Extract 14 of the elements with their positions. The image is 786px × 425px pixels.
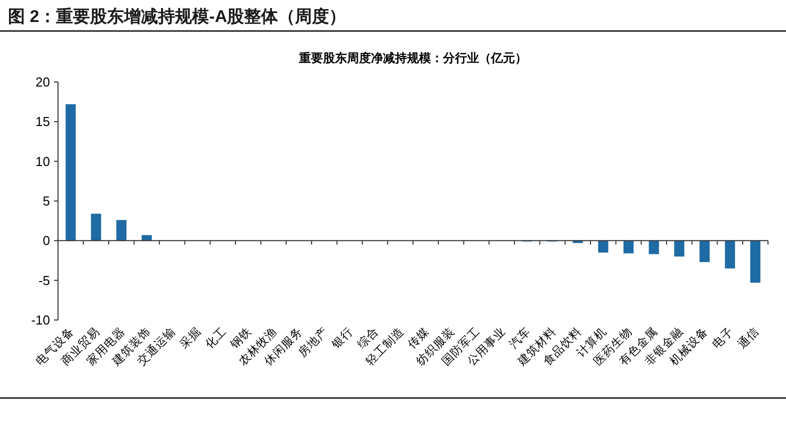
y-tick-label: 5 bbox=[42, 194, 50, 209]
y-tick-label: 20 bbox=[36, 74, 50, 90]
y-tick-label: -10 bbox=[31, 312, 50, 328]
x-tick-label: 化工 bbox=[202, 324, 229, 352]
y-tick-label: -5 bbox=[38, 272, 50, 288]
y-tick-label: 0 bbox=[42, 233, 50, 248]
y-tick-label: 10 bbox=[36, 154, 50, 169]
chart-title: 图 2：重要股东增减持规模-A股整体（周度） bbox=[8, 7, 346, 26]
chart-subtitle: 重要股东周度净减持规模：分行业（亿元） bbox=[298, 51, 527, 65]
x-tick-label: 电子 bbox=[709, 324, 736, 352]
x-tick-label: 采掘 bbox=[176, 324, 204, 352]
x-tick-label: 通信 bbox=[734, 324, 762, 352]
y-tick-label: 15 bbox=[36, 114, 50, 130]
x-tick-label: 银行 bbox=[328, 324, 356, 352]
